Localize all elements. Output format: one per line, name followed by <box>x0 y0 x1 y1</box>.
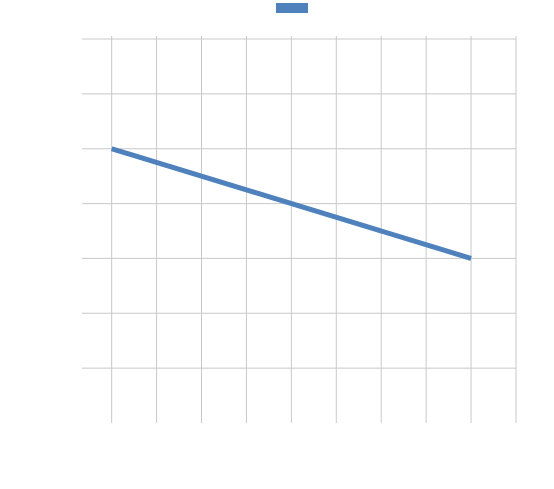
chart-legend <box>276 3 308 13</box>
plot-area <box>110 146 472 261</box>
legend-swatch <box>276 3 308 13</box>
series-line <box>110 146 472 261</box>
chart-grid <box>82 36 517 423</box>
